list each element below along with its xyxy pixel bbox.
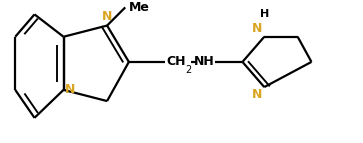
Text: CH: CH: [166, 55, 186, 68]
Text: N: N: [102, 10, 112, 23]
Text: N: N: [65, 83, 76, 96]
Text: N: N: [252, 89, 262, 102]
Text: NH: NH: [194, 55, 215, 68]
Text: Me: Me: [129, 1, 150, 14]
Text: 2: 2: [185, 65, 192, 75]
Text: H: H: [260, 9, 269, 19]
Text: N: N: [252, 22, 262, 35]
